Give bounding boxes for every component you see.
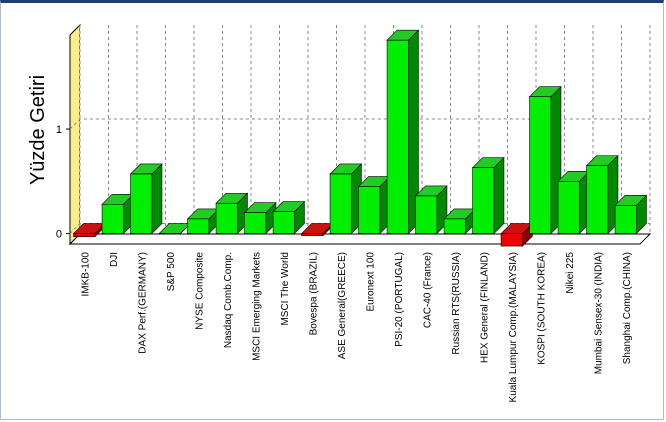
bar-front [73, 233, 96, 237]
bar-front [472, 167, 495, 234]
x-category-label: Shanghai Comp.(CHINA) [622, 252, 633, 364]
x-category-label: Nikei 225 [565, 252, 576, 294]
x-category-label: CAC-40 (France) [422, 252, 433, 328]
bar [614, 194, 648, 235]
gridline-h [69, 118, 650, 130]
bar-front [101, 203, 124, 234]
bar-front [244, 212, 267, 234]
bars [72, 29, 648, 247]
bar-front [500, 233, 523, 247]
x-category-label: IMKB-100 [80, 252, 91, 297]
x-category-label: HEX General (FINLAND) [479, 252, 490, 363]
bar [557, 170, 591, 235]
bar-front [443, 218, 466, 234]
left-wall [69, 23, 81, 246]
bar [272, 200, 306, 235]
x-category-label: DJI [109, 252, 120, 267]
bar [101, 193, 135, 235]
bar [357, 175, 391, 235]
bar-side [151, 163, 163, 235]
bar-front [586, 165, 609, 234]
bar-front [386, 39, 409, 234]
bar [528, 85, 562, 235]
bar-front [557, 181, 580, 234]
bar [585, 154, 619, 235]
bar [471, 156, 505, 235]
x-category-label: PSI-20 (PORTUGAL) [394, 252, 405, 347]
x-category-label: KOSPI (SOUTH KOREA) [536, 252, 547, 365]
y-tick-label: 0 [56, 229, 62, 241]
bar-front [358, 186, 381, 234]
bar [414, 185, 448, 235]
bar-front [187, 218, 210, 234]
x-category-label: MSCI Emerging Markets [251, 252, 262, 361]
y-axis-label: Yüzde Getiri [27, 75, 49, 185]
x-category-label: ASE General(GREECE) [337, 252, 348, 359]
y-tick-label: 1 [56, 124, 62, 136]
bar-front [529, 96, 552, 234]
bar [215, 192, 249, 235]
x-category-label: Nasdaq Comb.Comp. [223, 252, 234, 348]
bar [329, 163, 363, 235]
bar-front [272, 211, 295, 234]
x-category-label: Russian RTS(RUSSIA) [451, 252, 462, 355]
bar-side [493, 156, 505, 235]
bar-front [415, 195, 438, 234]
bar-front [614, 205, 637, 234]
bar-front [130, 173, 153, 234]
bar [500, 222, 534, 247]
x-category-label: NYSE Composite [194, 252, 205, 330]
x-category-label: Mumbai Sensex-30 (INDIA) [593, 252, 604, 374]
bar-front [301, 233, 324, 236]
bar [186, 208, 220, 235]
x-category-label: Bovespa (BRAZIL) [308, 252, 319, 335]
x-category-label: Euronext 100 [365, 252, 376, 312]
floor [68, 233, 652, 245]
bar-front [329, 173, 352, 234]
x-category-label: S&P 500 [166, 252, 177, 292]
bar-front [158, 233, 181, 235]
x-category-label: MSCI The World [280, 252, 291, 326]
x-category-labels: IMKB-100 DJI DAX Perf.(GERMANY) S&P 500 NYSE… [80, 252, 633, 403]
x-category-label: DAX Perf.(GERMANY) [137, 252, 148, 354]
bar [129, 163, 163, 235]
bar-front [215, 202, 238, 234]
y-tick-labels: 01 [56, 124, 70, 241]
bar [386, 29, 420, 235]
x-category-label: Kuala Lumpur Comp.(MALAYSIA) [508, 252, 519, 402]
